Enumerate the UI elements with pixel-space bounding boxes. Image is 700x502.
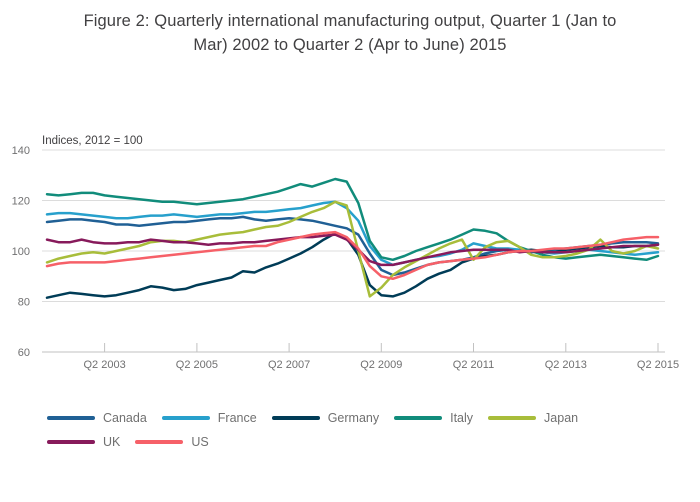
legend-item-uk: UK	[47, 435, 120, 449]
chart-title-line2: Mar) 2002 to Quarter 2 (Apr to June) 201…	[193, 36, 507, 54]
x-axis-label-q2-2005: Q2 2005	[176, 359, 218, 371]
legend-label-us: US	[191, 435, 209, 449]
legend-swatch-us	[135, 440, 184, 444]
legend-item-france: France	[161, 411, 257, 425]
series-line-us	[45, 230, 660, 281]
y-axis-label-120: 120	[12, 196, 30, 208]
legend-label-france: France	[217, 411, 257, 425]
legend-item-canada: Canada	[47, 411, 147, 425]
legend-row-2: UK US	[47, 430, 667, 454]
chart-title: Figure 2: Quarterly international manufa…	[0, 9, 700, 57]
y-axis-label-60: 60	[18, 347, 30, 359]
legend-swatch-germany	[271, 416, 320, 420]
legend-swatch-france	[161, 416, 210, 420]
series-line-uk	[45, 233, 660, 267]
legend-swatch-japan	[488, 416, 537, 420]
legend-swatch-italy	[394, 416, 443, 420]
legend-label-canada: Canada	[103, 411, 147, 425]
legend-item-japan: Japan	[488, 411, 578, 425]
x-axis-label-q2-2009: Q2 2009	[360, 359, 402, 371]
x-axis-label-q2-2003: Q2 2003	[83, 359, 125, 371]
units-label: Indices, 2012 = 100	[42, 135, 143, 147]
legend-item-germany: Germany	[271, 411, 380, 425]
legend-label-germany: Germany	[327, 411, 380, 425]
legend-swatch-canada	[47, 416, 95, 420]
legend-swatch-uk	[47, 440, 95, 444]
y-axis-label-140: 140	[12, 145, 30, 157]
chart-title-line1: Figure 2: Quarterly international manufa…	[83, 12, 617, 30]
legend-label-uk: UK	[103, 435, 121, 449]
x-axis-label-q2-2007: Q2 2007	[268, 359, 310, 371]
series-line-japan	[45, 200, 660, 298]
x-axis-label-q2-2011: Q2 2011	[453, 359, 494, 371]
legend-label-japan: Japan	[544, 411, 579, 425]
y-axis-label-80: 80	[18, 297, 30, 309]
y-axis-label-100: 100	[12, 246, 30, 258]
x-axis-label-q2-2013: Q2 2013	[545, 359, 587, 371]
legend-item-us: US	[135, 435, 209, 449]
legend-row-1: Canada France Germany Italy Japan	[47, 406, 667, 430]
chart-legend: Canada France Germany Italy Japan UK US	[47, 406, 667, 454]
legend-label-italy: Italy	[450, 411, 474, 425]
legend-item-italy: Italy	[394, 411, 473, 425]
x-axis-label-q2-2015: Q2 2015	[637, 359, 679, 371]
chart-plot-area: 140 120 100 80 60 Q2 2003 Q2 2005 Q2 2007 Q2 200…	[12, 135, 679, 371]
